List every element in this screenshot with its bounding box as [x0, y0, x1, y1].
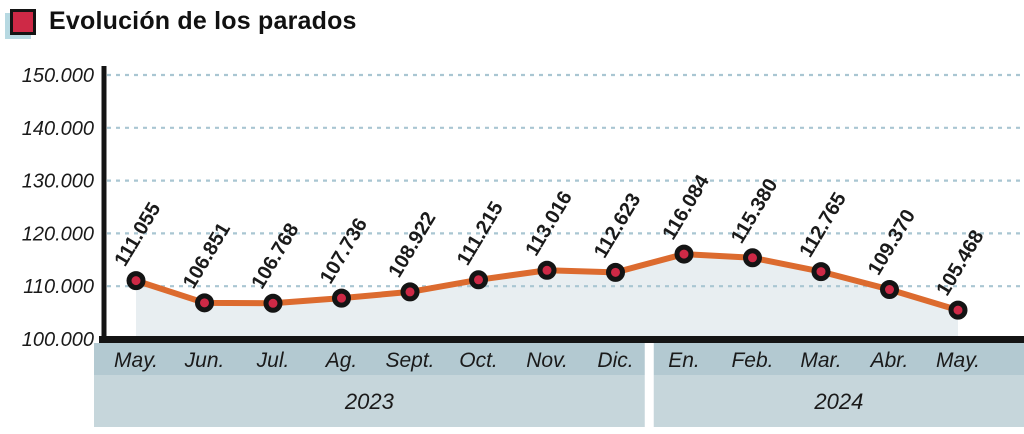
y-axis-tick-label: 110.000 [23, 276, 94, 298]
month-label: Sept. [385, 349, 434, 372]
chart-header: Evolución de los parados [10, 7, 357, 36]
data-point-marker [332, 288, 351, 308]
y-axis-tick-label: 150.000 [22, 65, 94, 87]
value-label: 112.765 [795, 189, 851, 261]
data-point-marker [263, 293, 283, 313]
month-label: Mar. [800, 349, 841, 372]
data-point-marker [537, 260, 557, 280]
data-point-marker [880, 280, 899, 300]
y-tick-labels: 100.000 110.000 120.000 130.000 140.000 150.0… [22, 65, 94, 351]
month-label: May. [936, 349, 980, 372]
value-label: 115.380 [727, 175, 783, 247]
month-label: Jul. [256, 349, 290, 372]
month-label: En. [668, 349, 700, 372]
value-label: 113.016 [521, 187, 577, 259]
value-label: 112.623 [590, 190, 646, 262]
month-label: Dic. [597, 349, 633, 372]
y-axis-tick-label: 100.000 [22, 329, 94, 351]
month-label: Abr. [869, 349, 909, 372]
value-label: 109.370 [864, 206, 920, 279]
year-label: 2024 [813, 389, 863, 414]
value-label: 106.768 [247, 220, 303, 293]
value-label: 106.851 [179, 219, 235, 292]
data-point-marker [811, 262, 831, 282]
month-label: Nov. [526, 349, 568, 372]
year-labels: 2023 2024 [344, 389, 863, 414]
data-point-marker [400, 282, 420, 302]
value-label: 108.922 [384, 208, 440, 281]
data-point-marker [126, 271, 146, 291]
y-axis-tick-label: 130.000 [22, 171, 94, 193]
y-axis-tick-label: 120.000 [22, 223, 94, 245]
month-label: May. [114, 349, 158, 372]
axes [99, 66, 1024, 343]
month-label: Feb. [731, 349, 773, 372]
data-point-marker [948, 300, 968, 320]
year-bands [94, 343, 1024, 427]
value-label: 105.468 [932, 226, 988, 299]
year-label: 2023 [344, 389, 395, 414]
data-point-marker [469, 270, 488, 290]
month-label: Ag. [324, 349, 358, 372]
value-label: 107.736 [316, 214, 372, 287]
area-fill [136, 254, 958, 338]
month-label: Jun. [184, 349, 225, 372]
data-point-marker [606, 262, 625, 282]
y-axis-tick-label: 140.000 [22, 118, 94, 140]
data-point-markers [126, 244, 968, 320]
data-point-marker [674, 244, 694, 264]
page-title: Evolución de los parados [49, 7, 357, 35]
month-labels: May. Jun. Jul. Ag. Sept. Oct. Nov. Dic. En. Feb. M… [114, 349, 980, 372]
data-point-marker [743, 248, 762, 268]
legend-square-icon [10, 8, 36, 35]
month-label: Oct. [459, 349, 498, 372]
data-point-marker [195, 293, 214, 313]
